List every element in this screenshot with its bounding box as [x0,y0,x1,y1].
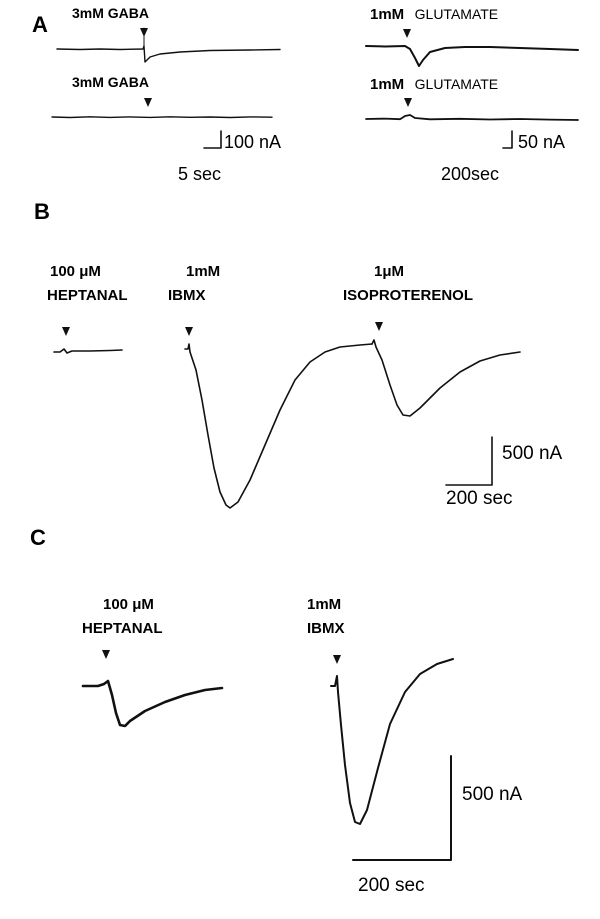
gaba-top-conc: 3mM [72,5,104,21]
panel-label-b: B [34,199,50,224]
trace-glutamate-top [365,45,579,67]
scale-bar-b [445,436,493,486]
b-isoproterenol-conc: 1μM [374,263,405,280]
b-ibmx-conc: 1mM [186,263,221,280]
arrowhead-c-heptanal [102,650,110,659]
c-heptanal-drug: HEPTANAL [82,620,163,637]
arrowhead-gaba-bottom [144,98,152,107]
b-ibmx-drug: IBMX [168,287,206,304]
trace-c-heptanal [81,679,224,728]
scale-a-right-time-value: 200 [441,164,472,184]
arrowhead-b-heptanal [62,327,70,336]
b-isoproterenol-drug: ISOPROTERENOL [343,287,474,304]
trace-c-ibmx [330,658,454,825]
c-ibmx-conc: 1mM [307,596,342,613]
arrowhead-glut-bottom [404,98,412,107]
glut-bottom-label: 1mM GLUTAMATE [370,77,498,93]
scale-c-current: 500 nA [462,784,523,805]
scale-bar-a-left [203,130,222,149]
scale-a-left-current: 100 nA [224,132,282,152]
glut-bottom-conc: 1mM [370,76,405,93]
scale-a-left-time: 5 sec [178,164,222,184]
gaba-bottom-conc: 3mM [72,74,104,90]
scale-a-right-time-unit: sec [471,164,500,184]
c-ibmx-drug: IBMX [307,620,345,637]
b-heptanal-drug: HEPTANAL [47,287,128,304]
scale-a-right-time: 200sec [441,165,499,183]
glut-top-label: 1mM GLUTAMATE [370,7,498,23]
glut-top-drug: GLUTAMATE [414,6,499,22]
gaba-bottom-drug: GABA [107,74,150,90]
scale-b-time: 200 sec [446,488,513,509]
panel-label-c: C [30,525,46,550]
scale-a-right-current: 50 nA [518,132,566,152]
gaba-top-label: 3mM GABA [72,6,149,20]
glut-top-conc: 1mM [370,6,405,23]
glut-bottom-drug: GLUTAMATE [414,76,499,92]
trace-gaba-bottom [51,116,273,119]
gaba-bottom-label: 3mM GABA [72,75,149,89]
scale-bar-c [352,755,452,861]
c-heptanal-conc: 100 μM [103,596,154,613]
trace-glutamate-bottom [365,114,579,121]
trace-b-ibmx [184,343,373,509]
scale-b-current: 500 nA [502,443,563,464]
scale-c-time: 200 sec [358,875,425,896]
arrowhead-gaba-top [140,28,148,37]
arrowhead-b-ibmx [185,327,193,336]
b-heptanal-conc: 100 μM [50,263,101,280]
arrowhead-glut-top [403,29,411,38]
panel-label-a: A [32,12,48,37]
scale-bar-a-right [502,130,513,149]
trace-b-isoproterenol [371,339,521,417]
trace-b-heptanal [53,348,123,354]
gaba-top-drug: GABA [107,5,150,21]
arrowhead-b-isoproterenol [375,322,383,331]
arrowhead-c-ibmx [333,655,341,664]
trace-gaba-top [56,45,281,63]
